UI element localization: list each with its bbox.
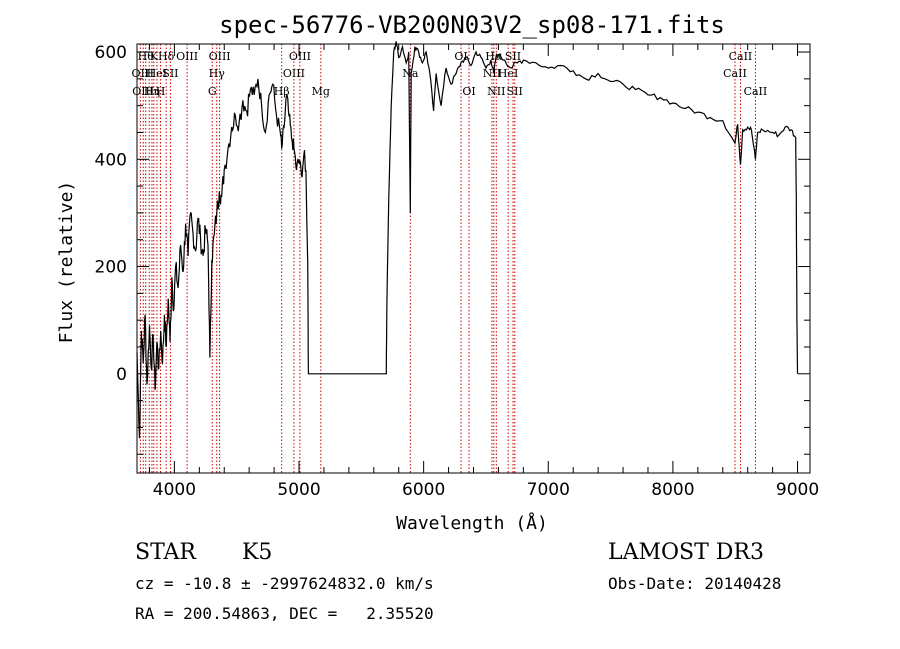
- plot-frame: [136, 43, 811, 474]
- spectral-line-label: Hδ: [158, 50, 175, 63]
- spectral-line-label: OII: [132, 67, 150, 80]
- spectral-line-label: SII: [507, 85, 523, 98]
- spectral-line-label: Na: [402, 67, 419, 80]
- spectral-line-label: HeI: [498, 67, 518, 80]
- spectral-line-label: SII: [505, 50, 521, 63]
- spectral-line-label: CaII: [744, 85, 768, 98]
- survey-label: LAMOST DR3: [608, 540, 764, 565]
- spectral-line-label: K: [150, 50, 159, 63]
- x-axis-title: Wavelength (Å): [396, 512, 548, 534]
- obs-date: Obs-Date: 20140428: [608, 574, 782, 593]
- spectral-line-label: OIII: [176, 50, 198, 63]
- spectral-line-label: CaII: [729, 50, 753, 63]
- x-tick-label: 9000: [776, 480, 819, 500]
- spectral-line-label: OIII: [209, 50, 231, 63]
- object-subclass: K5: [242, 540, 273, 565]
- spectral-line-label: G: [208, 85, 217, 98]
- spectral-line-label: Hβ: [274, 85, 290, 98]
- spectral-line-label: OIII: [283, 67, 305, 80]
- spectral-line-label: H: [144, 67, 154, 80]
- y-tick-label: 400: [95, 150, 127, 170]
- spectral-line-label: SII: [162, 67, 178, 80]
- spectral-line-label: NII: [487, 85, 505, 98]
- x-tick-label: 5000: [277, 480, 320, 500]
- chart-title: spec-56776-VB200N03V2_sp08-171.fits: [219, 11, 725, 39]
- y-tick-label: 600: [95, 43, 127, 63]
- y-tick-label: 200: [95, 258, 127, 278]
- spectral-line-label: NII: [483, 67, 501, 80]
- object-class: STAR: [135, 540, 196, 565]
- spectral-line-label: OIII: [289, 50, 311, 63]
- spectral-line-label: CaII: [723, 67, 747, 80]
- line-marker-layer: [139, 44, 756, 473]
- y-axis-title: Flux (relative): [56, 181, 77, 344]
- flux-series-line: [136, 41, 799, 439]
- spectral-line-label: OI: [462, 85, 475, 98]
- spectral-line-label: HeI: [147, 67, 167, 80]
- x-tick-label: 7000: [527, 480, 570, 500]
- spectral-line-label: Hγ: [209, 67, 226, 80]
- spectral-line-label: OIII: [132, 85, 154, 98]
- x-tick-label: 6000: [402, 480, 445, 500]
- spectral-line-label: Mg: [312, 85, 330, 98]
- line-label-layer: OIIOIIIHθHHηKHeIHHδSIIOIIIGHγOIIIHβOIIIO…: [132, 50, 768, 98]
- x-tick-label: 8000: [651, 480, 694, 500]
- y-tick-label: 0: [116, 365, 127, 385]
- axis-layer: 4000 5000 6000 7000 8000 9000 0 200 400 600: [95, 43, 820, 500]
- x-tick-label: 4000: [153, 480, 196, 500]
- spectral-line-label: OI: [454, 50, 467, 63]
- coordinates-line: RA = 200.54863, DEC = 2.35520: [135, 604, 434, 623]
- spectral-line-label: Hα: [485, 50, 503, 63]
- spectral-line-label: H: [156, 85, 166, 98]
- redshift-line: cz = -10.8 ± -2997624832.0 km/s: [135, 574, 434, 593]
- spectral-line-label: Hθ: [138, 50, 155, 63]
- spectral-line-label: Hη: [144, 85, 160, 98]
